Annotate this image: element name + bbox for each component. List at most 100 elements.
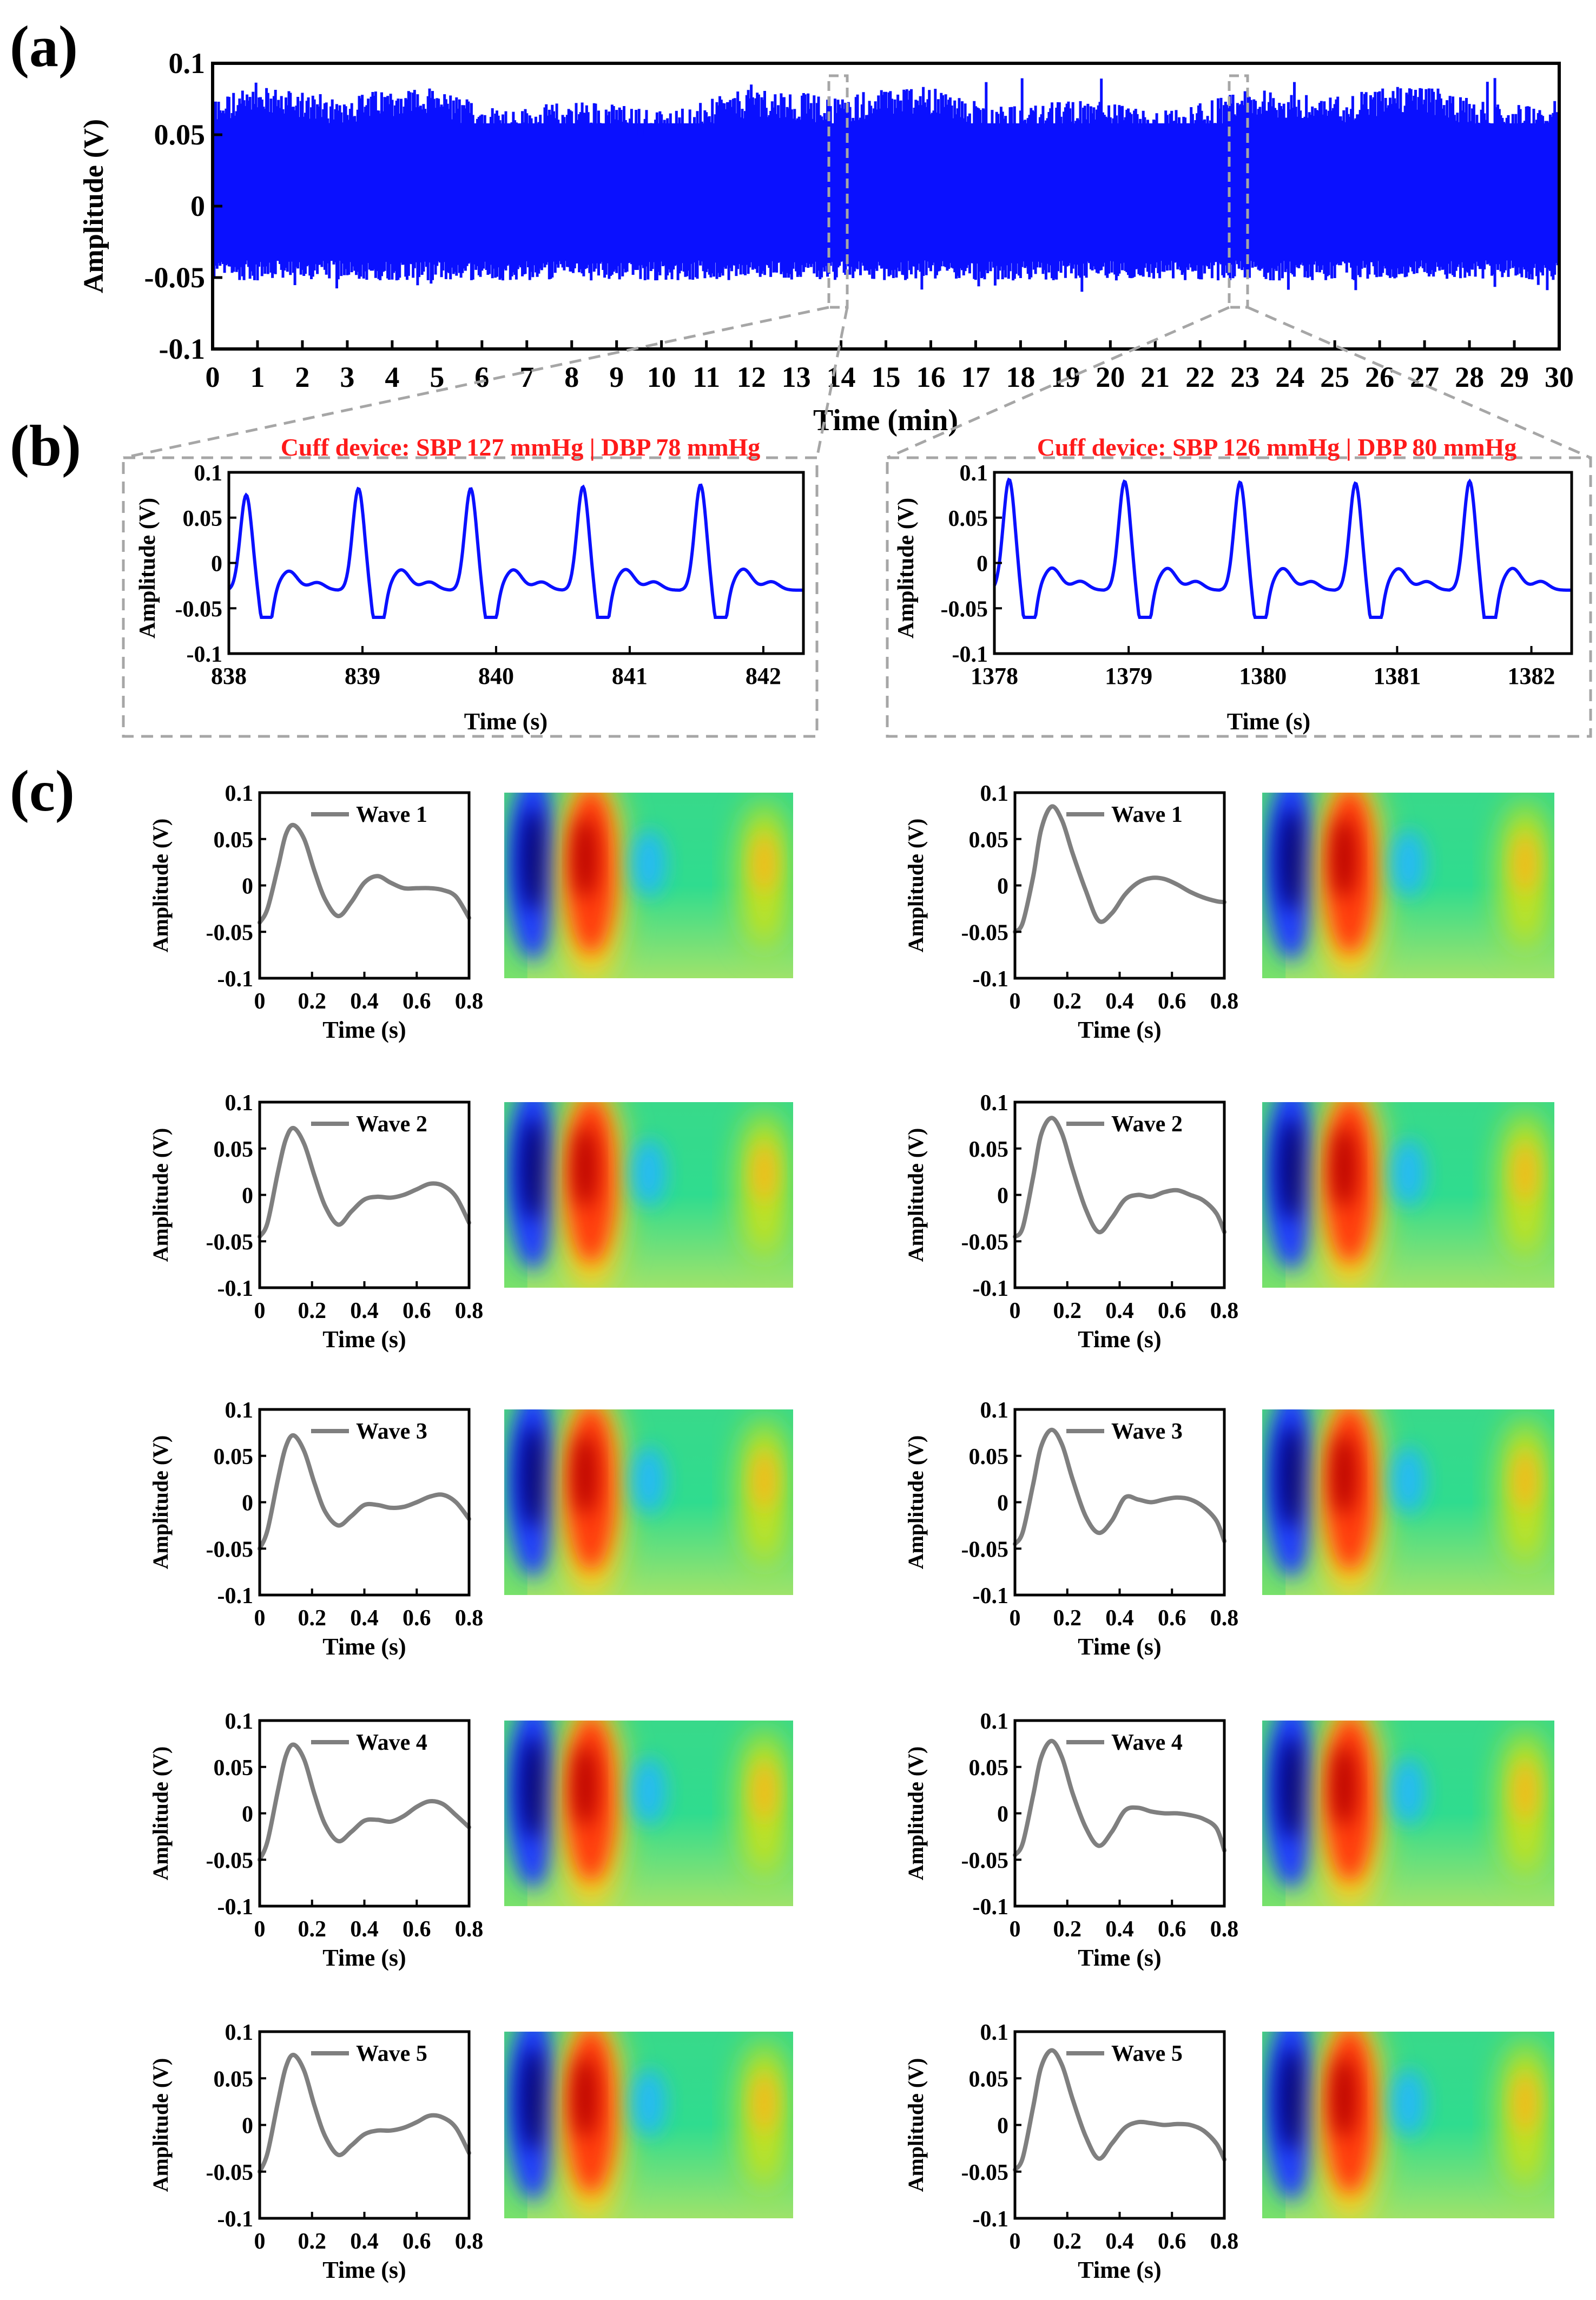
x-tick-label: 5: [430, 361, 444, 393]
y-tick-label: -0.1: [217, 1276, 254, 1301]
x-tick-label: 0.6: [403, 1606, 431, 1631]
x-tick-label: 0: [1010, 989, 1021, 1014]
legend-label: Wave 4: [356, 1730, 427, 1755]
x-tick-label: 9: [609, 361, 624, 393]
x-tick-label: 0.6: [403, 1917, 431, 1942]
scalogram-secondary-lobe: [1390, 1139, 1426, 1207]
y-tick-label: 0.1: [980, 1091, 1009, 1116]
y-tick-label: -0.1: [973, 967, 1009, 992]
signal-band: [211, 78, 1561, 292]
scalogram-image: [1262, 1409, 1554, 1595]
y-tick-label: 0.05: [214, 1137, 254, 1162]
zoom-guide: [815, 307, 849, 458]
scalogram-negative-core: [520, 1117, 546, 1221]
x-tick-label: 0.8: [455, 1606, 484, 1631]
y-tick-label: -0.05: [206, 1537, 254, 1562]
x-tick-label: 0.6: [1158, 2229, 1186, 2254]
x-tick-label: 6: [474, 361, 489, 393]
x-tick-label: 11: [693, 361, 720, 393]
x-tick-label: 22: [1185, 361, 1215, 393]
y-tick-label: -0.05: [206, 1230, 254, 1255]
panel-b-right-chart: Cuff device: SBP 126 mmHg | DBP 80 mmHg …: [894, 433, 1573, 735]
x-tick-label: 0.2: [298, 1917, 327, 1942]
wave-plot: Wave 10.10.050-0.05-0.10 0.2 0.4 0.6 0.8Ampl…: [148, 781, 483, 1043]
y-tick-label: 0: [242, 2114, 253, 2139]
x-tick-label: 0: [254, 1917, 266, 1942]
scalogram-late-core: [1513, 1143, 1537, 1203]
y-tick-label: 0: [242, 1802, 253, 1827]
x-tick-label: 0.2: [1053, 2229, 1082, 2254]
y-tick-label: 0.1: [960, 461, 988, 486]
x-tick-label: 0: [254, 1299, 266, 1323]
y-axis-label: Amplitude (V): [148, 1435, 173, 1570]
scalogram-secondary-lobe: [1390, 2069, 1426, 2137]
x-tick-label: 13: [782, 361, 811, 393]
scalogram-image: [1262, 1102, 1554, 1288]
zoom-guide: [886, 306, 1230, 459]
x-axis-label: Time (s): [322, 1326, 406, 1353]
legend-label: Wave 4: [1111, 1730, 1183, 1755]
y-axis-label: Amplitude (V): [903, 1128, 928, 1262]
signal-trace: [211, 78, 1561, 292]
x-tick-label: 0.8: [1210, 989, 1239, 1014]
y-axis-label: Amplitude (V): [78, 119, 109, 293]
scalogram-secondary-lobe: [631, 1446, 667, 1514]
cuff-annotation-right: Cuff device: SBP 126 mmHg | DBP 80 mmHg: [1037, 433, 1517, 461]
x-tick-label: 0.6: [1158, 1606, 1186, 1631]
x-tick-label: 0.8: [1210, 1917, 1239, 1942]
y-tick-label: 0: [242, 1184, 253, 1209]
y-tick-label: 0.05: [969, 2067, 1009, 2092]
y-tick-label: 0: [997, 874, 1008, 899]
y-tick-label: 0: [997, 2114, 1008, 2139]
x-tick-label: 4: [385, 361, 399, 393]
x-tick-label: 0.4: [1105, 1606, 1134, 1631]
legend-label: Wave 5: [356, 2041, 427, 2066]
y-tick-label: 0.1: [980, 1398, 1009, 1423]
y-tick-label: -0.1: [973, 1584, 1009, 1609]
x-axis-label: Time (s): [1078, 1633, 1161, 1660]
y-axis-label: Amplitude (V): [148, 1747, 173, 1881]
scalogram-image: [504, 2032, 793, 2218]
scalogram-secondary-lobe: [1390, 829, 1426, 897]
scalogram-positive-core: [1332, 816, 1356, 899]
y-tick-label: 0.1: [225, 781, 254, 806]
x-tick-label: 0.2: [1053, 1606, 1082, 1631]
cuff-annotation-left: Cuff device: SBP 127 mmHg | DBP 78 mmHg: [281, 433, 761, 461]
y-axis-label: Amplitude (V): [903, 1435, 928, 1570]
y-tick-label: 0.05: [183, 506, 223, 531]
zoom-guide: [123, 306, 829, 459]
axes: 0.10.050-0.05-0.10 1 2 3 4 5 6 7 8 9 10 11 12 13 14 15 1…: [144, 47, 1574, 393]
y-tick-label: 0.05: [969, 828, 1009, 853]
scalogram-negative-core: [520, 807, 546, 912]
y-tick-label: 0: [997, 1491, 1008, 1516]
y-tick-label: -0.1: [217, 1895, 254, 1920]
x-tick-label: 10: [647, 361, 676, 393]
x-tick-label: 20: [1096, 361, 1125, 393]
y-tick-label: -0.05: [144, 261, 205, 294]
y-tick-label: -0.1: [952, 642, 988, 667]
x-tick-label: 0.2: [298, 989, 327, 1014]
x-tick-label: 0: [254, 989, 266, 1014]
legend-label: Wave 2: [1111, 1112, 1183, 1137]
x-tick-label: 1378: [971, 663, 1018, 689]
scalogram-positive-core: [1332, 1744, 1356, 1827]
scalogram-secondary-lobe: [631, 1757, 667, 1825]
y-tick-label: 0.05: [214, 1756, 254, 1781]
scalogram-image: [1262, 2032, 1554, 2218]
wave-plot: Wave 40.10.050-0.05-0.10 0.2 0.4 0.6 0.8Ampl…: [148, 1709, 483, 1971]
x-tick-label: 19: [1051, 361, 1080, 393]
x-tick-label: 1379: [1105, 663, 1152, 689]
x-tick-label: 0.4: [1105, 2229, 1134, 2254]
x-tick-label: 0.4: [350, 989, 379, 1014]
y-axis-label: Amplitude (V): [148, 1128, 173, 1262]
y-axis-label: Amplitude (V): [903, 819, 928, 953]
zoom-guide: [1247, 306, 1592, 459]
x-tick-label: 839: [345, 663, 380, 689]
wave-plot: Wave 40.10.050-0.05-0.10 0.2 0.4 0.6 0.8Ampl…: [903, 1709, 1238, 1971]
x-tick-label: 0.6: [1158, 989, 1186, 1014]
y-tick-label: -0.05: [961, 1537, 1009, 1562]
wave-plot: Wave 30.10.050-0.05-0.10 0.2 0.4 0.6 0.8Ampl…: [148, 1398, 483, 1660]
scalogram-negative-core: [1278, 1424, 1305, 1528]
y-tick-label: 0.05: [969, 1756, 1009, 1781]
y-tick-label: -0.1: [217, 2207, 254, 2232]
